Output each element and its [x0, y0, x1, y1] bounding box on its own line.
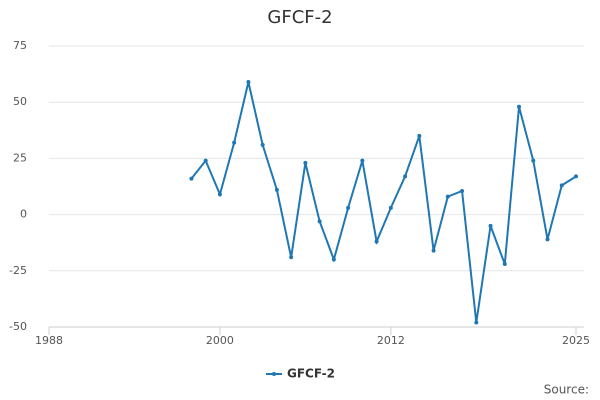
series-line: [190, 81, 577, 323]
chart-title: GFCF-2: [267, 7, 332, 28]
point: [574, 174, 578, 179]
point: [517, 104, 522, 109]
point: [289, 255, 294, 260]
point: [331, 257, 336, 262]
point: [303, 160, 308, 165]
point: [346, 205, 351, 210]
point: [203, 158, 208, 163]
x-tick-label: 2000: [206, 334, 234, 347]
point: [502, 262, 507, 267]
point: [246, 79, 251, 84]
point: [274, 187, 279, 192]
y-tick-label: 50: [13, 95, 27, 108]
point: [388, 205, 393, 210]
source-label: Source:: [544, 383, 589, 397]
point: [445, 194, 450, 199]
point: [531, 158, 536, 163]
legend-label: GFCF-2: [287, 367, 335, 381]
point: [374, 239, 379, 244]
point: [232, 140, 237, 145]
point: [217, 192, 222, 197]
y-tick-label: 0: [20, 208, 27, 221]
point: [559, 183, 564, 188]
point: [317, 219, 322, 224]
point: [260, 142, 265, 147]
y-tick-label: -50: [9, 320, 27, 333]
point: [545, 237, 550, 242]
x-tick-label: 2012: [377, 334, 405, 347]
point: [460, 188, 465, 193]
point: [360, 158, 365, 163]
point: [189, 176, 194, 181]
point: [431, 248, 436, 253]
point: [417, 133, 422, 138]
y-tick-label: 75: [13, 39, 27, 52]
x-tick-label: 1988: [35, 334, 63, 347]
legend-marker: [272, 372, 276, 376]
y-tick-label: -25: [9, 264, 27, 277]
y-tick-label: 25: [13, 151, 27, 164]
x-tick-label: 2025: [562, 334, 590, 347]
point: [403, 174, 408, 179]
point: [474, 320, 479, 325]
point: [488, 223, 493, 228]
